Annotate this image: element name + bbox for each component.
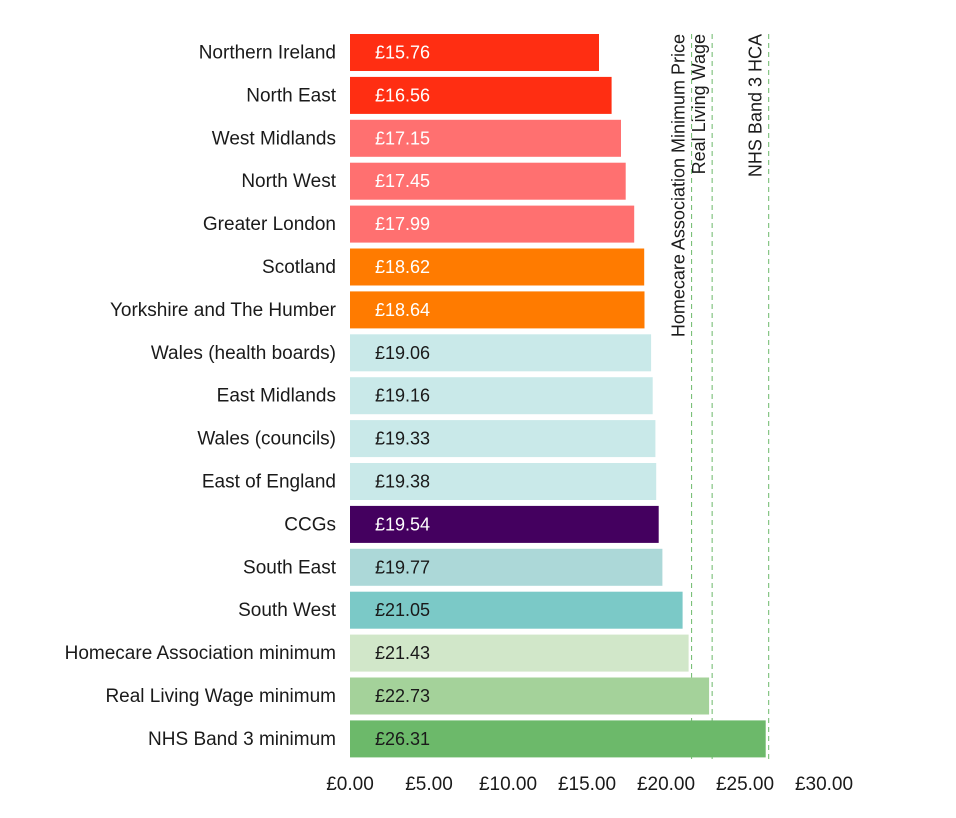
x-tick-label: £0.00 bbox=[326, 774, 374, 795]
category-label: Homecare Association minimum bbox=[65, 643, 336, 664]
value-label: £19.16 bbox=[375, 386, 430, 406]
category-label: Scotland bbox=[262, 257, 336, 278]
bar bbox=[350, 205, 635, 243]
bar bbox=[350, 634, 689, 672]
bar bbox=[350, 548, 663, 586]
bar bbox=[350, 248, 645, 286]
category-label: North West bbox=[241, 171, 336, 192]
bar bbox=[350, 677, 710, 715]
bar bbox=[350, 119, 621, 157]
value-label: £19.77 bbox=[375, 557, 430, 577]
value-label: £22.73 bbox=[375, 686, 430, 706]
value-label: £19.54 bbox=[375, 514, 430, 534]
value-label: £26.31 bbox=[375, 729, 430, 749]
reference-lines bbox=[691, 34, 770, 762]
bar bbox=[350, 505, 659, 543]
value-label: £21.43 bbox=[375, 643, 430, 663]
value-label: £18.64 bbox=[375, 300, 430, 320]
value-label: £17.45 bbox=[375, 171, 430, 191]
category-label: Wales (health boards) bbox=[151, 343, 336, 364]
category-labels: Northern Ireland North East West Midlands N… bbox=[65, 43, 337, 750]
x-tick-label: £25.00 bbox=[716, 774, 774, 795]
bar bbox=[350, 377, 653, 415]
category-label: North East bbox=[246, 85, 336, 106]
category-label: Wales (councils) bbox=[197, 429, 336, 450]
bar bbox=[350, 334, 652, 372]
bar bbox=[350, 463, 657, 500]
reference-line-label: Real Living Wage bbox=[689, 34, 709, 174]
category-label: CCGs bbox=[284, 514, 336, 535]
reference-line-labels: Homecare Association Minimum Price Real L… bbox=[669, 34, 766, 337]
category-label: South West bbox=[238, 600, 337, 621]
bar bbox=[350, 720, 766, 758]
x-tick-label: £30.00 bbox=[795, 774, 853, 795]
category-label: Greater London bbox=[203, 214, 336, 235]
value-label: £15.76 bbox=[375, 43, 430, 63]
bar bbox=[350, 76, 612, 114]
category-label: Real Living Wage minimum bbox=[105, 686, 336, 707]
category-label: East Midlands bbox=[217, 386, 336, 407]
bars bbox=[350, 34, 766, 758]
category-label: South East bbox=[243, 557, 337, 578]
value-label: £19.38 bbox=[375, 472, 430, 492]
category-label: East of England bbox=[202, 472, 336, 493]
reference-line-label: NHS Band 3 HCA bbox=[746, 34, 766, 177]
category-label: Northern Ireland bbox=[199, 43, 336, 64]
x-tick-label: £10.00 bbox=[479, 774, 537, 795]
bar bbox=[350, 34, 599, 71]
reference-line-label: Homecare Association Minimum Price bbox=[669, 34, 689, 337]
category-label: NHS Band 3 minimum bbox=[148, 729, 336, 750]
bar bbox=[350, 162, 626, 200]
bar bbox=[350, 591, 683, 629]
x-tick-label: £20.00 bbox=[637, 774, 695, 795]
value-label: £18.62 bbox=[375, 257, 430, 277]
value-label: £17.15 bbox=[375, 128, 430, 148]
x-tick-label: £15.00 bbox=[558, 774, 616, 795]
value-label: £17.99 bbox=[375, 214, 430, 234]
category-label: West Midlands bbox=[212, 128, 336, 149]
bar bbox=[350, 291, 645, 329]
value-label: £19.33 bbox=[375, 429, 430, 449]
category-label: Yorkshire and The Humber bbox=[110, 300, 337, 321]
value-label: £16.56 bbox=[375, 85, 430, 105]
x-axis-ticks: £0.00 £5.00 £10.00 £15.00 £20.00 £25.00 £30.00 bbox=[326, 774, 853, 795]
value-labels: £15.76 £16.56 £17.15 £17.45 £17.99 £18.62 £18.… bbox=[375, 43, 430, 749]
value-label: £19.06 bbox=[375, 343, 430, 363]
x-tick-label: £5.00 bbox=[405, 774, 453, 795]
value-label: £21.05 bbox=[375, 600, 430, 620]
bar bbox=[350, 420, 656, 458]
